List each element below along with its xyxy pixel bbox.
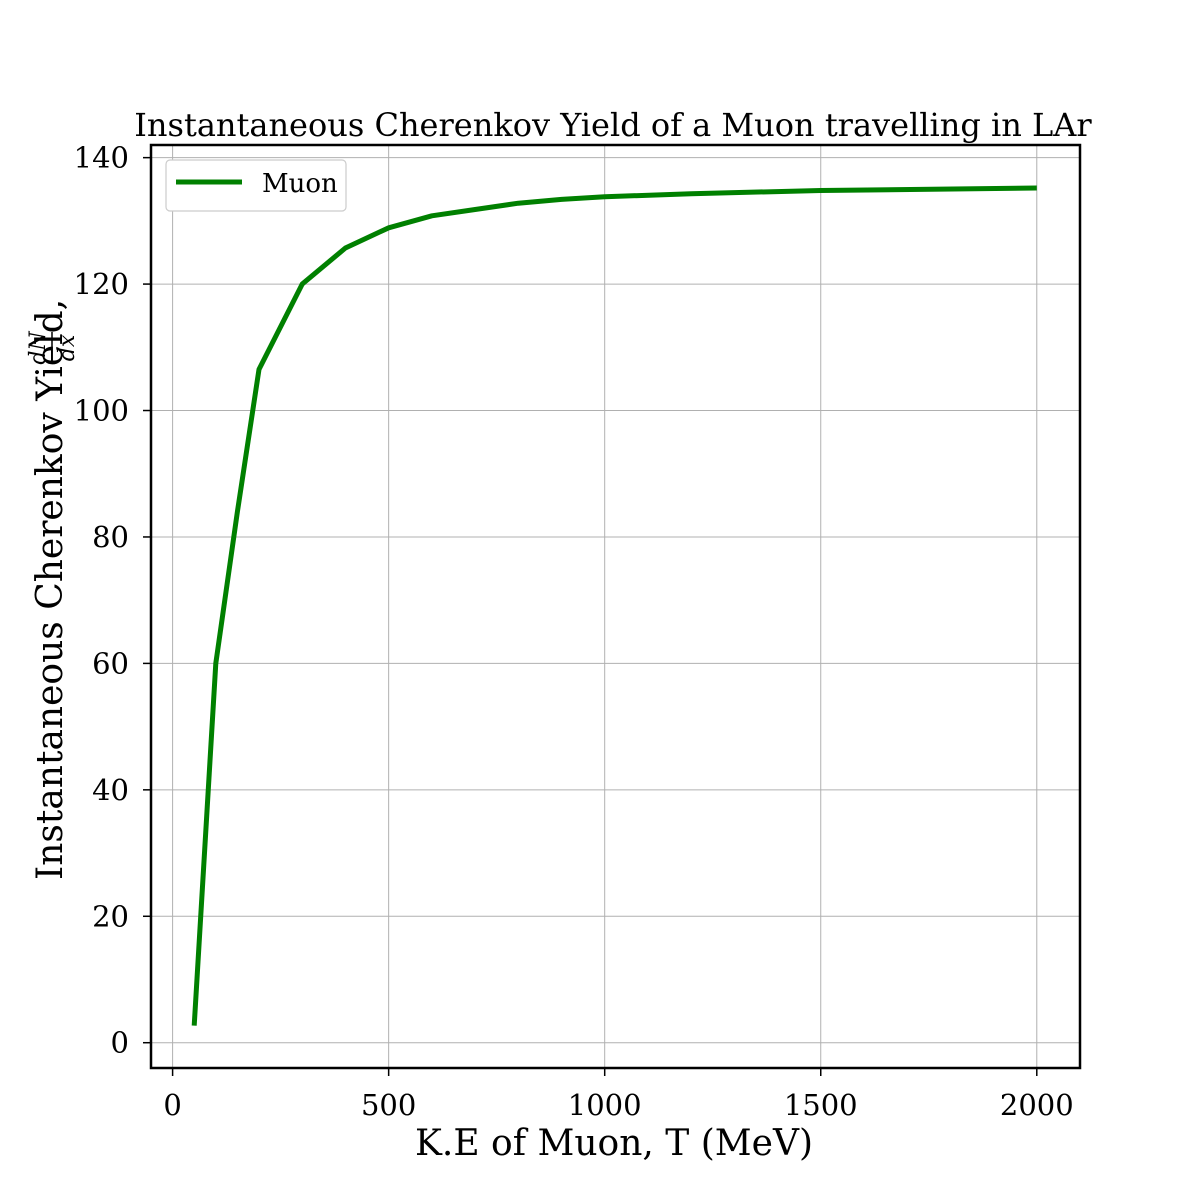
y-tick-label: 0	[111, 1026, 129, 1060]
y-tick-label: 20	[92, 899, 129, 933]
chart-title: Instantaneous Cherenkov Yield of a Muon …	[134, 106, 1092, 144]
y-tick-label: 100	[74, 394, 129, 428]
x-tick-label: 1000	[568, 1088, 642, 1122]
legend-box	[165, 159, 347, 212]
y-tick-label: 120	[74, 267, 129, 301]
axis-ticks: 0 500 1000 1500 2000 0 20 40 60 80 100 120 140	[74, 141, 1074, 1122]
fraction-numerator: dN	[26, 331, 51, 365]
x-tick-label: 1500	[784, 1088, 858, 1122]
y-tick-label: 40	[92, 773, 129, 807]
x-tick-label: 2000	[1000, 1088, 1074, 1122]
plot-frame	[149, 143, 1082, 1070]
y-tick-label: 80	[92, 520, 129, 554]
y-axis-label-group: Instantaneous Cherenkov Yield, dN dx	[26, 299, 80, 880]
x-tick-label: 500	[361, 1088, 416, 1122]
legend-label: Muon	[262, 169, 338, 199]
x-tick-label: 0	[163, 1088, 181, 1122]
grid-lines	[151, 145, 1080, 1068]
series-layer	[191, 185, 1037, 1026]
y-axis-label: Instantaneous Cherenkov Yield,	[30, 299, 71, 880]
series-line-muon	[191, 185, 1037, 1026]
fraction-denominator: dx	[55, 334, 80, 361]
y-tick-label: 60	[92, 646, 129, 680]
y-tick-label: 140	[74, 141, 129, 175]
y-axis-label-fraction: dN dx	[26, 331, 80, 365]
legend: Muon	[165, 159, 347, 212]
x-axis-label: K.E of Muon, T (MeV)	[415, 1123, 813, 1164]
